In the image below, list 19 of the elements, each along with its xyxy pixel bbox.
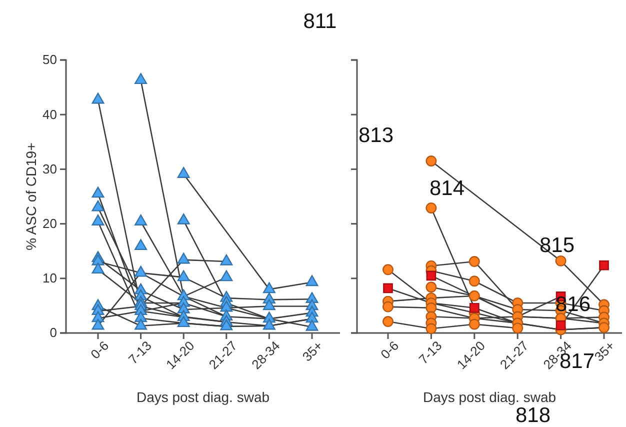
y-tick-label: 10 [42,270,57,286]
y-tick-label: 50 [42,52,57,68]
x-tick-label: 0-6 [378,338,402,362]
x-tick-label: 0-6 [88,338,112,362]
x-tick-label: 7-13 [125,338,154,367]
x-axis-title: Days post diag. swab [136,389,270,405]
y-tick-label: 20 [42,216,57,231]
x-axis-title: Days post diag. swab [422,389,556,405]
annotation: 814 [429,177,465,200]
x-tick-label: 7-13 [416,338,445,367]
text: 818 [515,404,551,427]
y-axis-title: % ASC of CD19+ [23,142,39,250]
y-tick-label: 40 [42,106,57,122]
y-tick-label: 0 [50,325,57,340]
text: 811 [303,10,337,33]
annotation: 813 [358,124,394,147]
y-tick-label: 30 [42,161,57,176]
annotation: 815 [539,234,575,257]
x-tick-label: 35+ [299,338,326,364]
